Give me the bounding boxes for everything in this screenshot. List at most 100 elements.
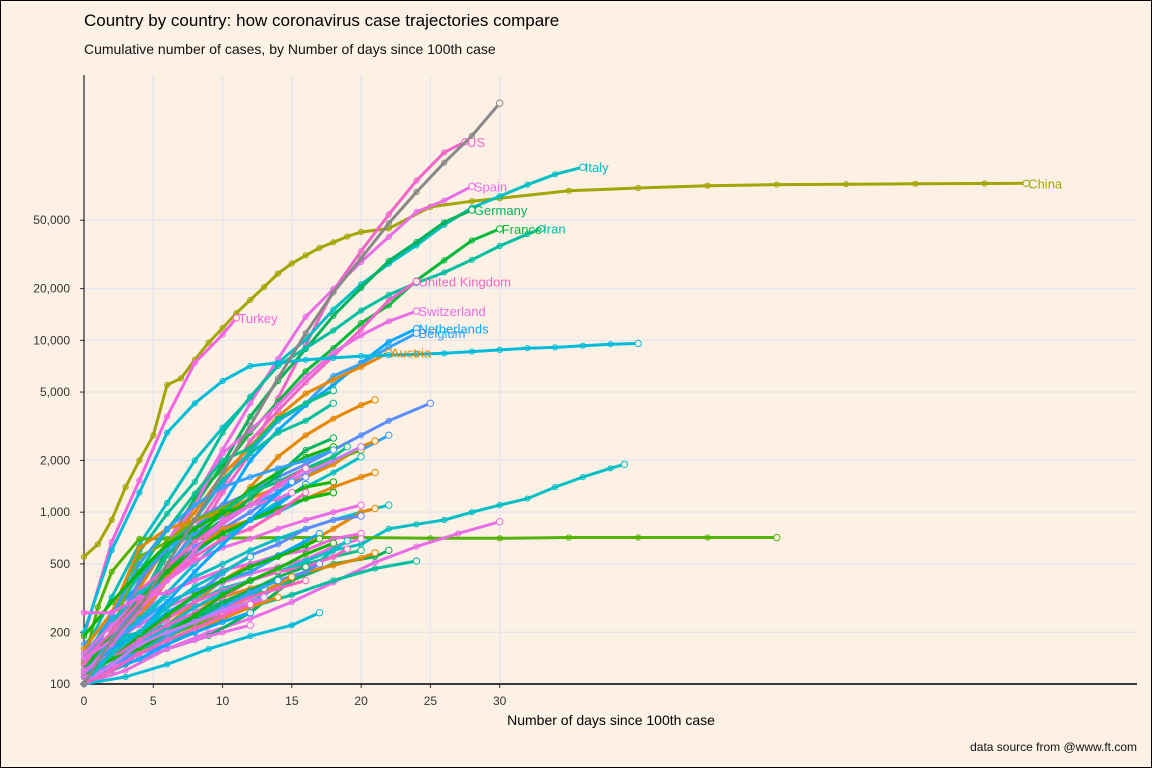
data-point: [164, 641, 171, 648]
series-endpoint: [357, 453, 365, 461]
data-point: [136, 641, 143, 648]
data-point: [247, 422, 254, 429]
series-endpoint: [357, 512, 365, 520]
data-point: [219, 509, 226, 516]
data-point: [358, 228, 365, 236]
data-point: [385, 220, 392, 227]
data-point: [122, 673, 129, 681]
data-point: [191, 618, 198, 625]
data-point: [247, 457, 254, 464]
data-point: [108, 516, 115, 524]
series-label-iran: Iran: [543, 222, 565, 237]
series-line: [82, 603, 252, 686]
data-point: [413, 351, 420, 358]
data-point: [164, 661, 171, 668]
data-point: [136, 457, 143, 464]
data-point: [288, 622, 295, 629]
data-point: [122, 667, 129, 674]
data-point: [358, 332, 365, 339]
data-point: [247, 450, 254, 457]
series-endpoint: [468, 182, 476, 191]
data-point: [552, 344, 559, 351]
series-endpoint: [620, 460, 629, 468]
data-point: [274, 415, 282, 422]
data-point: [565, 187, 573, 194]
series-line: [82, 542, 308, 679]
data-point: [219, 377, 226, 385]
data-point: [191, 490, 198, 497]
series-endpoint: [329, 399, 338, 407]
y-tick-label: 50,000: [33, 213, 70, 227]
data-point: [108, 598, 115, 606]
series-endpoint: [246, 621, 255, 629]
data-point: [108, 661, 115, 668]
data-point: [247, 296, 254, 303]
series-endpoint: [343, 545, 351, 553]
data-point: [330, 509, 337, 516]
data-point: [247, 393, 254, 400]
series-label-switzerland: Switzerland: [419, 304, 486, 319]
x-tick-label: 5: [150, 694, 157, 708]
data-point: [385, 257, 392, 264]
data-point: [302, 542, 309, 549]
data-point: [164, 560, 171, 568]
data-point: [136, 618, 143, 625]
data-point: [164, 637, 171, 644]
data-point: [385, 417, 392, 424]
data-point: [80, 553, 88, 560]
data-point: [274, 270, 282, 277]
series-line: [82, 520, 502, 686]
data-point: [219, 618, 226, 625]
data-point: [136, 594, 143, 601]
data-point: [219, 516, 226, 524]
series-slovakia: [80, 593, 268, 688]
data-point: [274, 375, 282, 382]
data-point: [191, 591, 198, 599]
data-point: [579, 342, 586, 349]
data-point: [468, 132, 475, 139]
x-tick-label: 20: [354, 694, 368, 708]
data-point: [191, 400, 198, 407]
series-endpoint: [537, 225, 545, 233]
series-endpoint: [371, 549, 379, 557]
series-endpoint: [329, 386, 338, 395]
data-point: [164, 577, 171, 584]
data-point: [136, 477, 143, 484]
series-label-spain: Spain: [474, 179, 507, 194]
data-point: [164, 525, 171, 532]
y-tick-label: 5,000: [40, 385, 70, 399]
data-point: [330, 553, 337, 560]
data-point: [219, 591, 226, 599]
series-label-turkey: Turkey: [238, 311, 278, 326]
data-point: [552, 484, 559, 491]
series-endpoint: [232, 314, 241, 322]
series-endpoint: [468, 206, 476, 214]
data-point: [247, 437, 254, 444]
data-point: [164, 604, 171, 611]
series-line: [82, 611, 321, 686]
data-point: [247, 489, 254, 496]
series-line: [82, 595, 266, 686]
data-point: [981, 180, 988, 187]
data-point: [219, 560, 226, 568]
series-endpoint: [329, 488, 338, 497]
data-point: [191, 525, 198, 532]
x-axis-title: Number of days since 100th case: [507, 712, 715, 728]
data-point: [524, 231, 531, 238]
data-point: [330, 562, 337, 569]
data-point: [274, 525, 282, 532]
data-point: [635, 534, 642, 541]
series-endpoint: [412, 307, 421, 315]
data-point: [330, 376, 337, 383]
series-endpoint: [288, 488, 296, 497]
data-point: [164, 612, 171, 619]
y-tick-label: 10,000: [33, 333, 70, 347]
series-endpoint: [302, 563, 310, 571]
data-point: [108, 568, 115, 575]
data-point: [358, 555, 365, 562]
series-line: [82, 537, 321, 679]
data-point: [455, 530, 462, 537]
x-tick-label: 30: [493, 694, 507, 708]
data-point: [468, 509, 475, 516]
data-point: [191, 577, 198, 584]
